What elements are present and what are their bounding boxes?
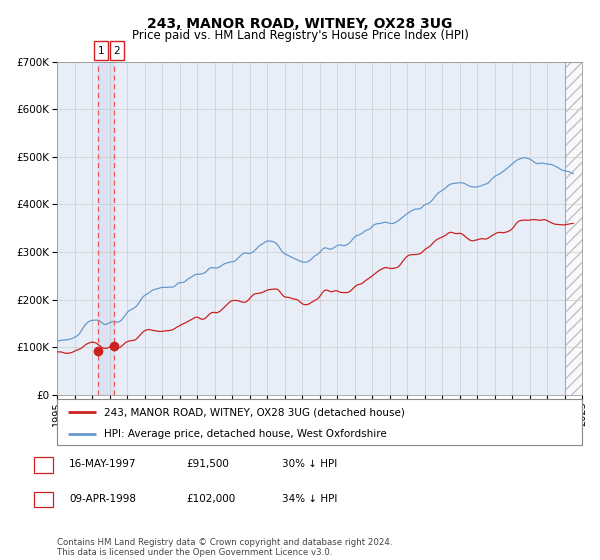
Text: Contains HM Land Registry data © Crown copyright and database right 2024.
This d: Contains HM Land Registry data © Crown c… [57,538,392,557]
Bar [98,62,114,395]
Text: £91,500: £91,500 [186,459,229,469]
Text: 1: 1 [40,459,47,469]
Text: 2: 2 [113,46,120,57]
Text: HPI: Average price, detached house, West Oxfordshire: HPI: Average price, detached house, West… [104,429,387,438]
Text: 243, MANOR ROAD, WITNEY, OX28 3UG (detached house): 243, MANOR ROAD, WITNEY, OX28 3UG (detac… [104,407,405,417]
Text: 243, MANOR ROAD, WITNEY, OX28 3UG: 243, MANOR ROAD, WITNEY, OX28 3UG [148,17,452,31]
Text: 30% ↓ HPI: 30% ↓ HPI [282,459,337,469]
Text: 34% ↓ HPI: 34% ↓ HPI [282,494,337,504]
Text: £102,000: £102,000 [186,494,235,504]
Text: 1: 1 [98,46,104,57]
Text: 2: 2 [40,494,47,504]
Text: 16-MAY-1997: 16-MAY-1997 [69,459,137,469]
Text: 09-APR-1998: 09-APR-1998 [69,494,136,504]
Text: Price paid vs. HM Land Registry's House Price Index (HPI): Price paid vs. HM Land Registry's House … [131,29,469,42]
